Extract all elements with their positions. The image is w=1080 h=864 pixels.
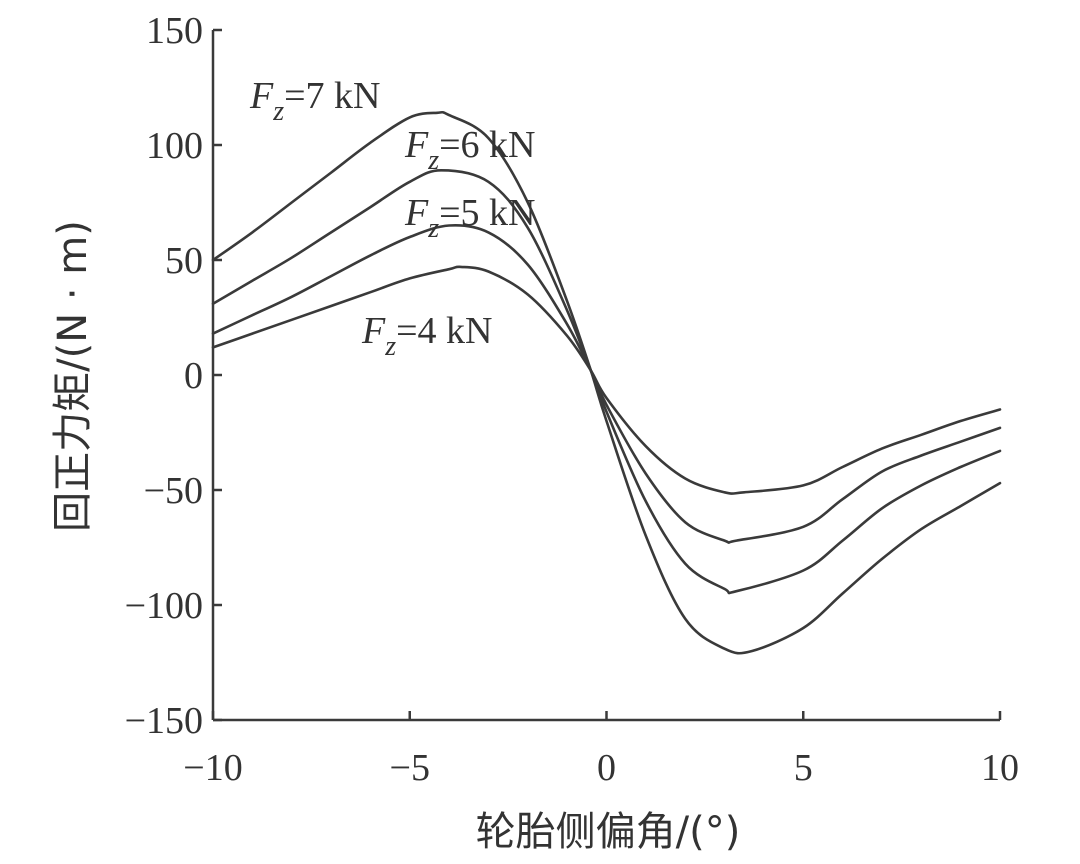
y-axis-title: 回正力矩/(N · m) [50, 220, 96, 532]
y-tick-label: −100 [125, 585, 203, 627]
series-label-3: Fz=5 kN [404, 192, 536, 244]
series-label-2: Fz=6 kN [404, 124, 536, 176]
x-tick-label: −10 [183, 747, 242, 789]
x-axis-title: 轮胎侧偏角/(°) [476, 809, 741, 855]
x-tick-label: 10 [981, 747, 1019, 789]
x-tick-label: 0 [597, 747, 616, 789]
series-line-4 [211, 265, 1002, 495]
y-tick-label: −50 [144, 470, 203, 512]
y-tick-label: 50 [165, 240, 203, 282]
series-layer [211, 110, 1002, 655]
series-line-1 [211, 110, 1002, 655]
series-line-3 [211, 224, 1002, 544]
x-tick-label: −5 [390, 747, 430, 789]
y-tick-label: 0 [184, 355, 203, 397]
series-label-4: Fz=4 kN [361, 310, 493, 362]
axes [211, 28, 1002, 722]
y-tick-label: 100 [146, 125, 203, 167]
y-tick-label: 150 [146, 10, 203, 52]
series-label-1: Fz=7 kN [249, 75, 381, 127]
y-tick-label: −150 [125, 700, 203, 742]
series-annotations: Fz=7 kN Fz=6 kN Fz=5 kN Fz=4 kN [249, 75, 536, 362]
x-tick-label: 5 [794, 747, 813, 789]
series-line-2 [211, 169, 1002, 595]
